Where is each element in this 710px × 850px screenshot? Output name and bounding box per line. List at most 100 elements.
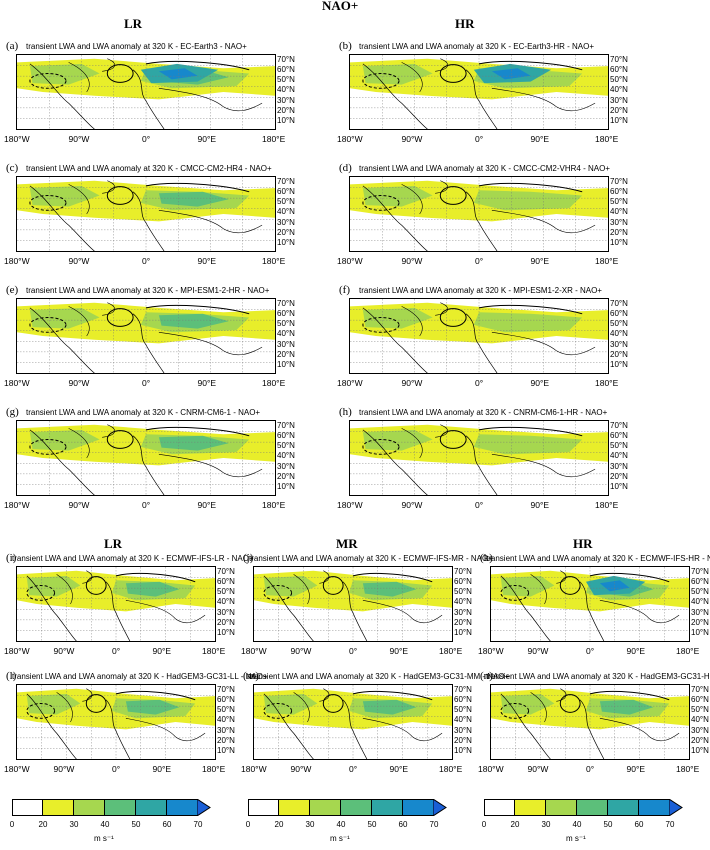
colorbar-tick: 20 xyxy=(38,820,48,829)
panel-m: (m) transient LWA and LWA anomaly at 320 … xyxy=(241,670,509,778)
panel-label: (d) xyxy=(339,162,352,174)
lon-label: 90°W xyxy=(290,646,312,656)
lat-label: 30°N xyxy=(277,95,295,105)
lon-label: 0° xyxy=(349,764,358,774)
panel-n: (n) transient LWA and LWA anomaly at 320 … xyxy=(478,670,710,778)
lat-label: 30°N xyxy=(691,607,709,617)
lat-label: 50°N xyxy=(277,441,295,451)
lon-label: 0° xyxy=(142,500,151,510)
lat-label: 20°N xyxy=(217,735,235,745)
lat-label: 10°N xyxy=(610,115,628,125)
lat-label: 40°N xyxy=(454,715,472,725)
lat-label: 10°N xyxy=(610,359,628,369)
panel-label: (c) xyxy=(6,162,19,174)
header-bottom-mr: MR xyxy=(336,536,358,551)
lat-label: 70°N xyxy=(277,421,295,430)
colorbar-unit: m s⁻¹ xyxy=(94,834,114,843)
map-plot xyxy=(253,566,453,642)
map-plot xyxy=(490,684,690,760)
colorbar-tick: 60 xyxy=(398,820,408,829)
lat-label: 30°N xyxy=(217,607,235,617)
colorbar-extend-arrow xyxy=(197,799,211,816)
colorbar-extend-arrow xyxy=(433,799,447,816)
lon-label: 180°W xyxy=(4,646,30,656)
panel-j: (j) transient LWA and LWA anomaly at 320 … xyxy=(241,552,493,660)
lat-label: 30°N xyxy=(610,339,628,349)
lat-label: 20°N xyxy=(610,471,628,481)
lon-label: 90°E xyxy=(197,256,217,266)
lat-label: 20°N xyxy=(610,105,628,115)
lat-label: 30°N xyxy=(454,725,472,735)
lat-label: 20°N xyxy=(691,617,709,627)
lat-label: 40°N xyxy=(277,329,295,339)
panel-label: (i) xyxy=(6,552,17,564)
lat-label: 70°N xyxy=(610,55,628,64)
lon-label: 180°W xyxy=(4,500,30,510)
lon-label: 90°E xyxy=(626,764,646,774)
lat-label: 60°N xyxy=(277,65,295,75)
panel-title: transient LWA and LWA anomaly at 320 K -… xyxy=(26,408,261,417)
lat-label: 20°N xyxy=(691,735,709,745)
lat-label: 40°N xyxy=(610,329,628,339)
colorbar xyxy=(12,799,212,816)
panel-label: (g) xyxy=(6,406,19,418)
lon-label: 90°E xyxy=(197,134,217,144)
panel-title: transient LWA and LWA anomaly at 320 K -… xyxy=(359,408,608,417)
lon-label: 180°W xyxy=(241,764,267,774)
colorbar-segment xyxy=(546,799,577,816)
lat-label: 10°N xyxy=(277,115,295,125)
colorbar-segment xyxy=(310,799,341,816)
lon-label: 90°E xyxy=(389,646,409,656)
lat-label: 70°N xyxy=(610,177,628,186)
lat-label: 70°N xyxy=(277,177,295,186)
lat-label: 60°N xyxy=(610,187,628,197)
colorbar-tick: 0 xyxy=(9,820,15,829)
colorbar-extend-arrow xyxy=(669,799,683,816)
lat-label: 60°N xyxy=(691,695,709,705)
panel-label: (m) xyxy=(243,670,259,682)
panel-title: transient LWA and LWA anomaly at 320 K -… xyxy=(26,286,270,295)
lat-label: 50°N xyxy=(277,75,295,85)
colorbar-unit: m s⁻¹ xyxy=(566,834,586,843)
panel-c: (c) transient LWA and LWA anomaly at 320 … xyxy=(4,162,304,270)
colorbar-unit: m s⁻¹ xyxy=(330,834,350,843)
lat-label: 60°N xyxy=(217,577,235,587)
colorbar-segment xyxy=(372,799,403,816)
lat-label: 60°N xyxy=(217,695,235,705)
lat-label: 50°N xyxy=(691,705,709,715)
panel-title: transient LWA and LWA anomaly at 320 K -… xyxy=(359,164,610,173)
map-plot xyxy=(16,684,216,760)
lat-label: 20°N xyxy=(454,617,472,627)
lat-label: 30°N xyxy=(610,95,628,105)
lon-label: 180°W xyxy=(4,764,30,774)
map-plot xyxy=(16,176,276,252)
lon-label: 90°E xyxy=(152,646,172,656)
colorbar xyxy=(484,799,684,816)
lat-label: 70°N xyxy=(691,685,709,694)
lon-label: 180°E xyxy=(262,500,286,510)
lon-label: 180°W xyxy=(478,646,504,656)
lat-label: 70°N xyxy=(610,299,628,308)
colorbar-segment xyxy=(167,799,198,816)
lon-label: 180°E xyxy=(439,646,463,656)
lon-label: 180°E xyxy=(262,134,286,144)
colorbar-tick: 60 xyxy=(634,820,644,829)
lat-label: 50°N xyxy=(610,441,628,451)
colorbar-segment xyxy=(136,799,167,816)
colorbar-tick: 50 xyxy=(131,820,141,829)
lon-label: 180°E xyxy=(595,134,619,144)
panel-label: (f) xyxy=(339,284,350,296)
lon-label: 180°W xyxy=(241,646,267,656)
lat-label: 60°N xyxy=(691,577,709,587)
lat-label: 40°N xyxy=(610,85,628,95)
panel-a: (a) transient LWA and LWA anomaly at 320 … xyxy=(4,40,304,148)
lat-label: 20°N xyxy=(610,349,628,359)
panel-title: transient LWA and LWA anomaly at 320 K -… xyxy=(486,672,710,681)
lat-label: 70°N xyxy=(691,567,709,576)
lon-label: 180°E xyxy=(262,378,286,388)
map-plot xyxy=(349,420,609,496)
panel-title: transient LWA and LWA anomaly at 320 K -… xyxy=(249,672,510,681)
colorbar-tick: 0 xyxy=(481,820,487,829)
lat-label: 60°N xyxy=(610,431,628,441)
lat-label: 40°N xyxy=(610,207,628,217)
